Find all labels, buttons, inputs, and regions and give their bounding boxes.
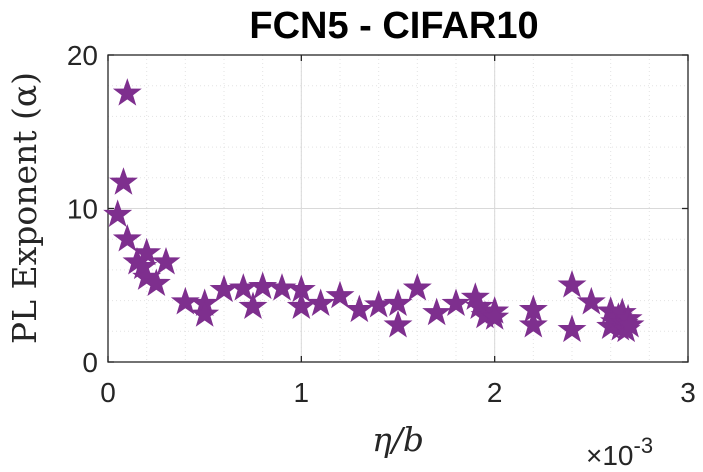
data-point-star <box>267 273 297 301</box>
data-point-star <box>112 78 142 106</box>
data-point-star <box>151 247 181 275</box>
y-tick-label: 0 <box>82 347 98 378</box>
data-point-star <box>364 289 394 318</box>
data-point-star <box>238 291 268 320</box>
data-point-star <box>132 237 162 266</box>
data-point-star <box>306 288 336 316</box>
data-point-star <box>383 309 413 338</box>
x-tick-label: 3 <box>680 377 696 408</box>
data-point-star <box>615 309 645 338</box>
data-points <box>103 78 645 343</box>
data-point-star <box>557 270 587 298</box>
x-axis-multiplier-exponent: -3 <box>634 433 654 458</box>
data-point-star <box>103 199 133 227</box>
data-point-star <box>141 268 171 297</box>
data-point-star <box>576 286 606 315</box>
x-axis-multiplier: ×10-3 <box>586 433 653 471</box>
data-point-star <box>209 274 239 303</box>
axis-ticks: 0 1 2 3 0 10 20 <box>67 40 696 408</box>
x-tick-label: 2 <box>487 377 503 408</box>
x-tick-label: 1 <box>294 377 310 408</box>
x-axis-multiplier-base: ×10 <box>586 440 634 471</box>
data-point-star <box>480 302 510 330</box>
y-tick-label: 10 <box>67 194 98 225</box>
data-point-star <box>557 314 587 343</box>
data-point-star <box>108 167 138 195</box>
x-tick-label: 0 <box>100 377 116 408</box>
data-point-star <box>422 297 452 326</box>
data-point-star <box>248 271 278 300</box>
x-axis-label: η/b <box>372 420 424 459</box>
y-tick-label: 20 <box>67 40 98 71</box>
data-point-star <box>441 288 471 316</box>
data-point-star <box>170 286 200 315</box>
y-axis-label: PL Exponent (α) <box>5 72 44 344</box>
data-point-star <box>325 280 355 309</box>
data-point-star <box>190 299 220 327</box>
data-point-star <box>402 273 432 301</box>
data-point-star <box>344 294 374 323</box>
data-point-star <box>518 309 548 338</box>
data-point-star <box>383 288 413 316</box>
data-point-star <box>112 223 142 252</box>
chart-title: FCN5 - CIFAR10 <box>249 5 538 47</box>
